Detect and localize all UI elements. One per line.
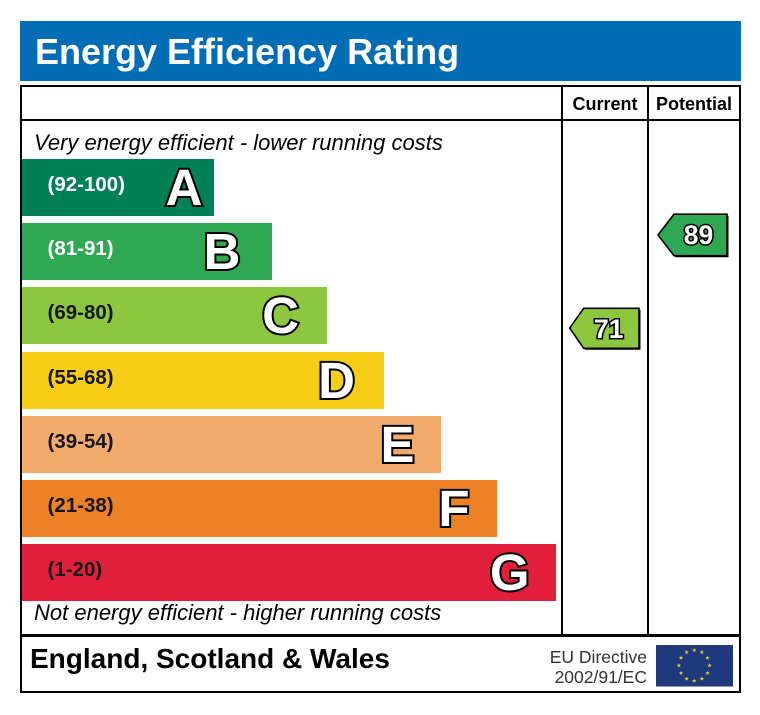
svg-text:F: F: [438, 480, 469, 537]
svg-text:A: A: [166, 159, 203, 216]
svg-text:89: 89: [684, 220, 713, 250]
svg-text:D: D: [318, 352, 355, 409]
svg-text:71: 71: [594, 314, 623, 344]
svg-text:E: E: [380, 416, 414, 473]
svg-text:G: G: [490, 544, 530, 601]
svg-text:B: B: [204, 223, 241, 280]
svg-text:C: C: [262, 287, 299, 344]
